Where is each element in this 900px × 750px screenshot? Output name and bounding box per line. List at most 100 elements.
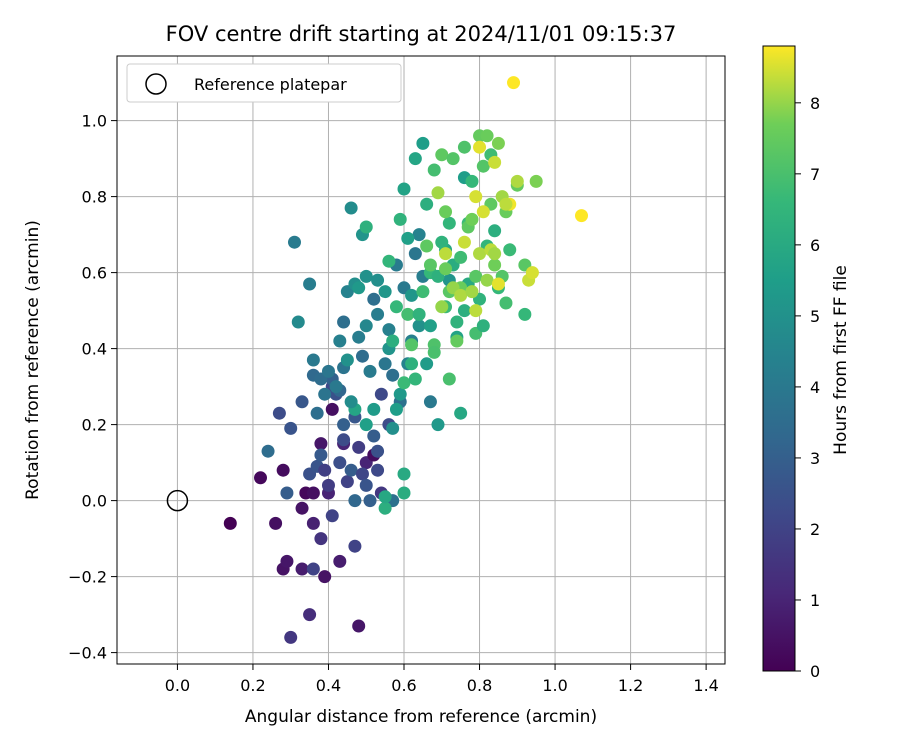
data-point	[401, 307, 415, 321]
data-point	[280, 554, 294, 568]
data-point	[306, 516, 320, 530]
data-point	[491, 136, 505, 150]
data-point	[446, 152, 460, 166]
data-point	[420, 197, 434, 211]
data-point	[359, 319, 373, 333]
data-point	[352, 281, 366, 295]
data-point	[272, 406, 286, 420]
data-point	[363, 494, 377, 508]
data-point	[280, 486, 294, 500]
data-point	[488, 247, 502, 261]
data-point	[303, 608, 317, 622]
chart-title: FOV centre drift starting at 2024/11/01 …	[166, 22, 677, 46]
y-tick-label: −0.4	[68, 644, 107, 663]
y-tick-label: −0.2	[68, 568, 107, 587]
x-axis: 0.0 0.2 0.4 0.6 0.8 1.0 1.2 1.4	[165, 664, 719, 695]
data-point	[431, 418, 445, 432]
data-point	[469, 190, 483, 204]
data-point	[469, 269, 483, 283]
data-point	[465, 212, 479, 226]
data-point	[473, 140, 487, 154]
data-point	[507, 76, 521, 90]
data-point	[457, 235, 471, 249]
data-point	[427, 163, 441, 177]
data-point	[450, 315, 464, 329]
data-point	[491, 277, 505, 291]
data-point	[476, 205, 490, 219]
colorbar-tick-label: 5	[810, 307, 820, 326]
colorbar-gradient	[762, 45, 796, 672]
x-tick-label: 0.8	[467, 676, 492, 695]
data-point	[284, 421, 298, 435]
x-tick-label: 0.0	[165, 676, 190, 695]
data-point	[393, 212, 407, 226]
data-point	[401, 231, 415, 245]
data-point	[439, 247, 453, 261]
data-point	[435, 148, 449, 162]
data-point	[525, 266, 539, 280]
y-tick-label: 1.0	[82, 112, 107, 131]
data-point	[412, 307, 426, 321]
data-point	[529, 174, 543, 188]
data-point	[442, 372, 456, 386]
data-point	[420, 239, 434, 253]
data-point	[435, 235, 449, 249]
data-point	[348, 539, 362, 553]
data-point	[363, 364, 377, 378]
colorbar-label: Hours from first FF file	[831, 265, 851, 455]
data-point	[287, 235, 301, 249]
data-point	[340, 353, 354, 367]
data-point	[476, 159, 490, 173]
data-point	[333, 334, 347, 348]
y-tick-label: 0.8	[82, 188, 107, 207]
data-point	[318, 570, 332, 584]
data-point	[344, 395, 358, 409]
data-point	[408, 152, 422, 166]
data-point	[359, 220, 373, 234]
data-point	[454, 406, 468, 420]
data-point	[480, 273, 494, 287]
legend-box	[126, 63, 402, 103]
data-point	[359, 269, 373, 283]
y-tick-label: 0.0	[82, 492, 107, 511]
data-point	[480, 129, 494, 143]
data-point	[359, 478, 373, 492]
data-point	[431, 186, 445, 200]
data-point	[408, 372, 422, 386]
y-axis: −0.4 −0.2 0.0 0.2 0.4 0.6 0.8 1.0	[68, 112, 117, 663]
x-tick-label: 1.2	[618, 676, 643, 695]
data-point	[423, 319, 437, 333]
data-point	[378, 357, 392, 371]
data-point	[397, 467, 411, 481]
data-point	[386, 334, 400, 348]
data-point	[389, 402, 403, 416]
data-point	[499, 296, 513, 310]
data-point	[284, 630, 298, 644]
data-point	[333, 554, 347, 568]
data-point	[435, 300, 449, 314]
data-point	[318, 463, 332, 477]
data-point	[367, 402, 381, 416]
data-point	[423, 395, 437, 409]
data-point	[476, 319, 490, 333]
data-point	[442, 216, 456, 230]
data-point	[465, 285, 479, 299]
data-point	[314, 448, 328, 462]
data-point	[427, 345, 441, 359]
legend-reference-marker	[145, 73, 167, 95]
data-point	[503, 243, 517, 257]
data-point	[488, 258, 502, 272]
data-point	[371, 307, 385, 321]
data-point	[355, 467, 369, 481]
colorbar-tick-label: 6	[810, 236, 820, 255]
data-point	[295, 562, 309, 576]
data-point	[337, 418, 351, 432]
data-point	[416, 136, 430, 150]
data-point	[310, 406, 324, 420]
data-point	[325, 509, 339, 523]
data-point	[306, 486, 320, 500]
data-point	[412, 228, 426, 242]
colorbar-tick-label: 8	[810, 94, 820, 113]
data-point	[344, 201, 358, 215]
